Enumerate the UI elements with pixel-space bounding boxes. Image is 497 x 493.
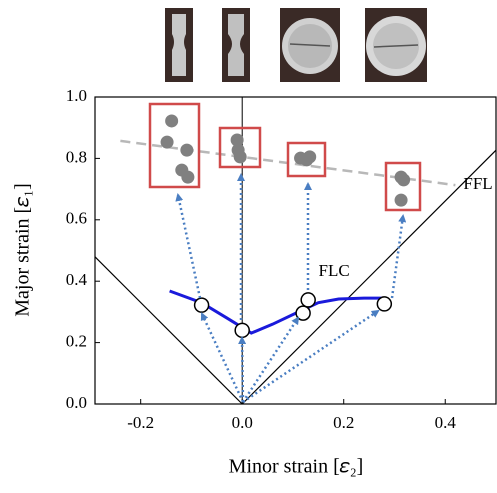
plot-area: -0.2 0.0 0.2 0.4 0.0 0.2 0.4 0.6 0.8 1.0 FLC FFL	[66, 86, 496, 432]
x-tick-label: 0.2	[333, 413, 354, 432]
y-tick-label: 0.8	[66, 147, 87, 166]
curve-label: FFL	[463, 174, 492, 193]
y-tick-label: 0.4	[66, 270, 88, 289]
x-tick-label: -0.2	[127, 413, 154, 432]
filled-marker	[397, 173, 410, 186]
open-marker	[235, 323, 249, 337]
filled-marker	[234, 150, 247, 163]
filled-marker	[395, 194, 408, 207]
reference-line	[95, 257, 242, 404]
curve-label: FLC	[319, 261, 350, 280]
y-tick-label: 0.6	[66, 209, 87, 228]
x-axis-label: Minor strain [𝜀₂]	[229, 456, 364, 478]
filled-marker	[180, 144, 193, 157]
chart: -0.2 0.0 0.2 0.4 0.0 0.2 0.4 0.6 0.8 1.0 FLC FFL Mi…	[0, 0, 497, 488]
page: {"chart_data": { "type": "scatter", "x_l…	[0, 0, 497, 488]
y-tick-label: 0.2	[66, 332, 87, 351]
reference-line	[242, 150, 496, 404]
y-axis-label: Major strain [𝜀₁]	[12, 183, 34, 317]
open-marker	[301, 293, 315, 307]
open-marker	[195, 298, 209, 312]
filled-marker	[181, 171, 194, 184]
x-tick-label: 0.4	[435, 413, 457, 432]
y-tick-label: 1.0	[66, 86, 87, 105]
filled-marker	[161, 136, 174, 149]
y-tick-label: 0.0	[66, 393, 87, 412]
filled-marker	[303, 150, 316, 163]
x-tick-label: 0.0	[232, 413, 253, 432]
open-marker	[296, 306, 310, 320]
open-marker	[377, 297, 391, 311]
specimen-photos	[165, 8, 427, 82]
filled-marker	[165, 114, 178, 127]
